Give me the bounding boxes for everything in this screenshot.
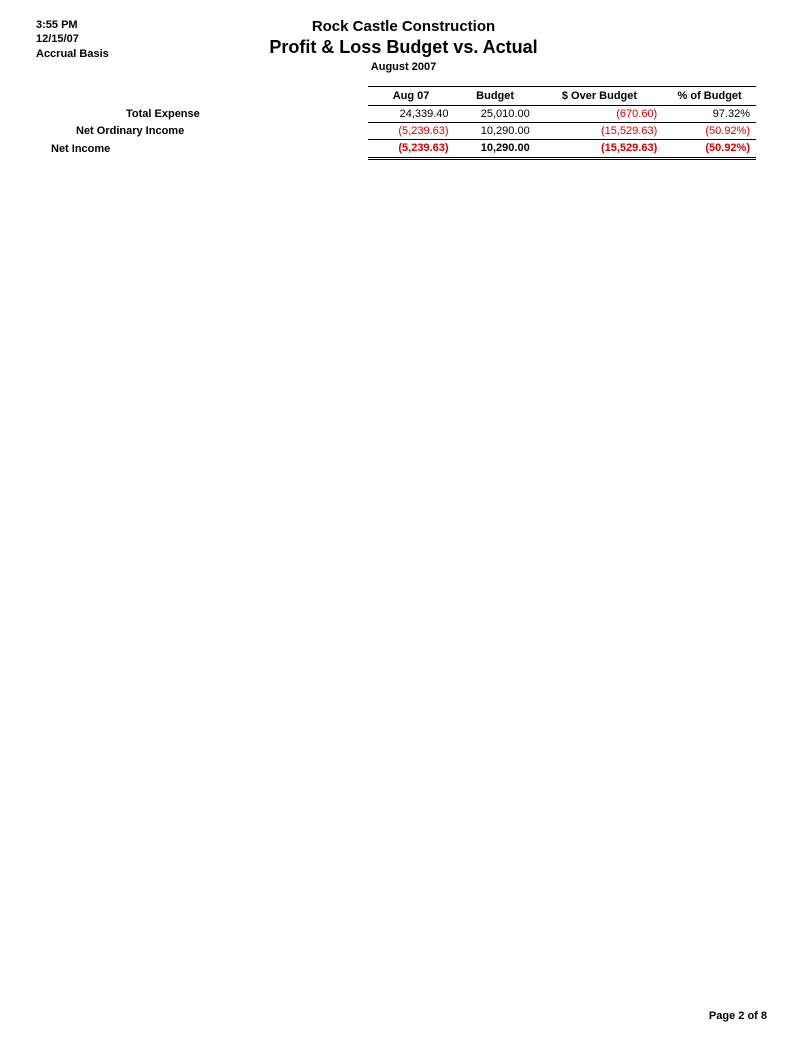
cell-pct: 97.32% <box>663 106 756 123</box>
report-title: Profit & Loss Budget vs. Actual <box>0 37 807 58</box>
cell-pct: (50.92%) <box>663 123 756 140</box>
table-header-row: Aug 07 Budget $ Over Budget % of Budget <box>36 87 756 106</box>
cell-over: (670.60) <box>536 106 664 123</box>
col-header-label <box>36 87 368 106</box>
cell-budget: 10,290.00 <box>455 123 536 140</box>
cell-budget: 25,010.00 <box>455 106 536 123</box>
cell-aug: (5,239.63) <box>368 140 455 159</box>
report-header: Rock Castle Construction Profit & Loss B… <box>0 18 807 73</box>
col-header-pct: % of Budget <box>663 87 756 106</box>
cell-label: Net Income <box>36 140 368 159</box>
col-header-aug: Aug 07 <box>368 87 455 106</box>
cell-aug: (5,239.63) <box>368 123 455 140</box>
row-net-ordinary-income: Net Ordinary Income (5,239.63) 10,290.00… <box>36 123 756 140</box>
cell-aug: 24,339.40 <box>368 106 455 123</box>
report-table-container: Aug 07 Budget $ Over Budget % of Budget … <box>36 86 756 160</box>
report-period: August 2007 <box>0 61 807 73</box>
row-net-income: Net Income (5,239.63) 10,290.00 (15,529.… <box>36 140 756 159</box>
cell-label: Net Ordinary Income <box>36 123 368 140</box>
cell-label: Total Expense <box>36 106 368 123</box>
company-name: Rock Castle Construction <box>0 18 807 35</box>
report-table: Aug 07 Budget $ Over Budget % of Budget … <box>36 86 756 160</box>
cell-pct: (50.92%) <box>663 140 756 159</box>
cell-over: (15,529.63) <box>536 140 664 159</box>
col-header-over: $ Over Budget <box>536 87 664 106</box>
col-header-budget: Budget <box>455 87 536 106</box>
cell-over: (15,529.63) <box>536 123 664 140</box>
row-total-expense: Total Expense 24,339.40 25,010.00 (670.6… <box>36 106 756 123</box>
page-footer: Page 2 of 8 <box>709 1010 767 1022</box>
cell-budget: 10,290.00 <box>455 140 536 159</box>
